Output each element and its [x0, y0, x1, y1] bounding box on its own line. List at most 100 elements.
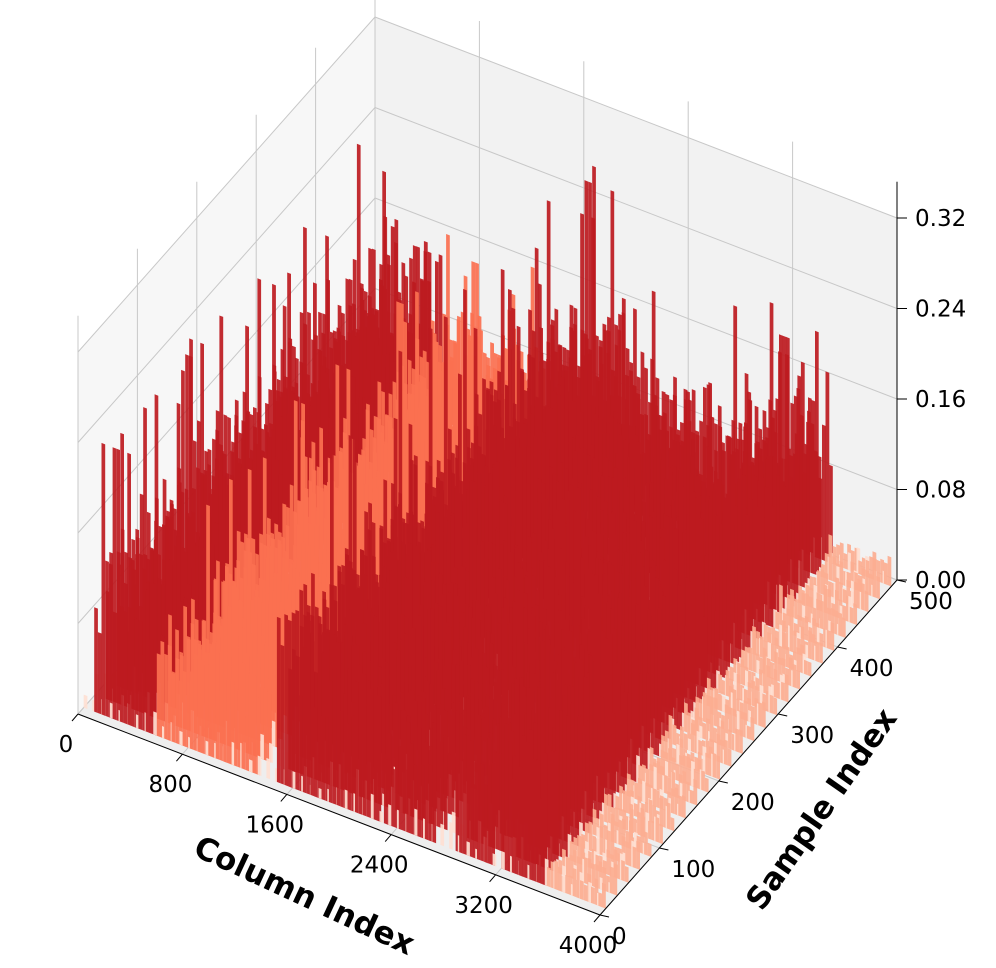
- bar-4844: [558, 866, 562, 892]
- bar-3714: [605, 637, 609, 806]
- bar-4692: [134, 617, 139, 729]
- bar-2617: [739, 729, 743, 754]
- bar-535: [799, 414, 803, 587]
- bar-1283: [753, 475, 758, 639]
- bar-1865: [773, 668, 778, 699]
- bar-4283: [592, 835, 596, 853]
- bar-3527: [616, 662, 621, 794]
- bar-4731: [234, 684, 238, 767]
- bar-4727: [223, 580, 227, 763]
- bar-4826: [511, 778, 516, 874]
- bar-4717: [197, 639, 201, 753]
- bar-3350: [653, 766, 658, 791]
- bar-1659: [737, 478, 742, 667]
- bar-1304: [808, 630, 812, 660]
- y-tick-1: [659, 847, 669, 851]
- bar-1480: [767, 642, 772, 662]
- bar-2032: [711, 596, 715, 692]
- bar-1471: [745, 514, 750, 653]
- bar-933: [838, 612, 842, 637]
- bar-4804: [449, 821, 453, 850]
- bar-4833: [529, 729, 534, 881]
- bar-2966: [650, 630, 655, 755]
- bar-4719: [204, 663, 209, 756]
- bar-4814: [477, 714, 481, 861]
- bar-2031: [707, 591, 712, 691]
- bar-4363: [271, 720, 276, 747]
- bar-4690: [127, 452, 131, 726]
- bar-1285: [760, 476, 765, 642]
- bar-4660: [576, 856, 581, 882]
- bar-4714: [189, 671, 194, 750]
- bar-4793: [410, 742, 414, 835]
- bar-4739: [256, 696, 260, 776]
- bar-2405: [684, 625, 689, 716]
- bar-4553: [269, 742, 273, 764]
- bar-349: [814, 450, 818, 576]
- bar-543: [820, 569, 825, 596]
- bar-4834: [532, 758, 537, 882]
- bar-4821: [501, 703, 505, 870]
- bar-3529: [623, 691, 628, 796]
- bar-4275: [570, 702, 575, 845]
- bar-3537: [642, 780, 646, 804]
- bar-3534: [634, 781, 638, 800]
- bar-4838: [543, 752, 548, 886]
- y-tick-label-4: 400: [850, 656, 894, 682]
- bar-4675: [83, 694, 88, 709]
- bar-3155: [646, 672, 650, 771]
- bar-3361: [682, 770, 687, 802]
- bar-3348: [649, 763, 654, 789]
- bar-1657: [730, 522, 735, 665]
- bar-348: [810, 422, 815, 575]
- bar-2616: [735, 728, 740, 753]
- bar-2991: [716, 755, 720, 780]
- bar-3345: [642, 764, 646, 786]
- bar-3164: [668, 748, 672, 779]
- bar-161: [822, 424, 826, 562]
- bar-4843: [554, 860, 559, 891]
- bar-4808: [462, 759, 467, 855]
- y-tick-0: [599, 914, 610, 918]
- bar-4710: [179, 730, 184, 746]
- bar-4678: [97, 632, 102, 715]
- bar-4743: [276, 616, 281, 784]
- bar-1308: [819, 642, 823, 664]
- bar-4850: [572, 867, 577, 898]
- bar-4734: [241, 662, 246, 770]
- bar-1662: [744, 646, 749, 670]
- bar-4718: [201, 659, 205, 755]
- bar-4651: [554, 750, 559, 874]
- bar-4831: [525, 741, 530, 880]
- bar-4779: [370, 793, 375, 820]
- bar-3903: [600, 696, 605, 822]
- bar-2042: [736, 673, 741, 702]
- bar-4817: [484, 784, 488, 864]
- bar-2606: [709, 696, 714, 743]
- bar-4102: [618, 819, 623, 846]
- bar-1658: [734, 579, 738, 666]
- bar-3364: [689, 789, 694, 805]
- bar-4818: [487, 736, 492, 865]
- bar-1487: [785, 646, 790, 669]
- bar-4799: [424, 741, 429, 841]
- bar-4847: [565, 874, 570, 895]
- bar-2804: [727, 748, 732, 767]
- bar-1477: [759, 635, 764, 659]
- bar-359: [839, 560, 844, 586]
- bar-4613: [440, 741, 444, 829]
- bar-4748: [291, 612, 296, 790]
- bar-4768: [343, 693, 348, 810]
- bar-3906: [607, 793, 612, 825]
- axes: [71, 181, 907, 923]
- bar-4681: [105, 560, 109, 718]
- z-tick-label-1: 0.08: [915, 478, 966, 504]
- bar-1495: [807, 661, 812, 677]
- bar-2790: [691, 722, 695, 753]
- bar-4857: [591, 886, 595, 905]
- bar-934: [841, 617, 846, 638]
- bar-1475: [756, 630, 760, 657]
- bar-4795: [414, 808, 418, 837]
- bar-4720: [205, 740, 210, 756]
- bar-4823: [504, 722, 509, 872]
